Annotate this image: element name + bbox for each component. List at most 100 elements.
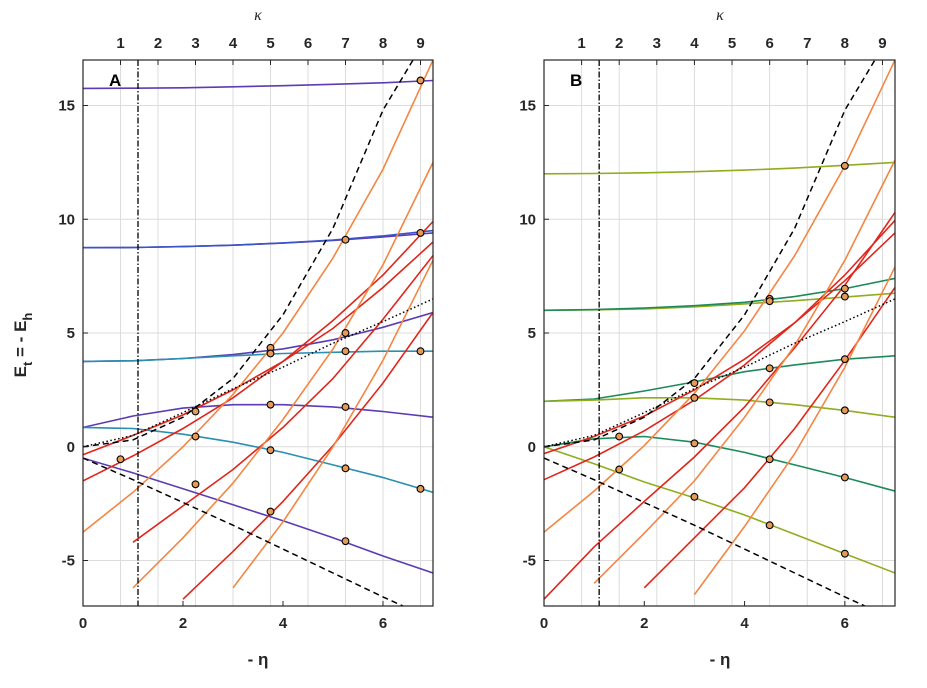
panel-a-y-tick-label: 15: [58, 98, 75, 115]
panel-a-series-line-teal: [83, 350, 433, 363]
panel-b-top-tick-label: 6: [765, 35, 773, 52]
panel-b-y-tick-label: 10: [519, 211, 536, 228]
panel-a-y-tick-label: 5: [67, 325, 75, 342]
panel-b-crossing-marker: [840, 406, 849, 415]
panel-a-x-axis-title: - η: [248, 650, 269, 669]
panel-b-x-tick-label: 4: [740, 615, 749, 632]
panel-a-top-tick-label: 9: [416, 35, 424, 52]
panel-a-y-tick-label: 0: [67, 439, 75, 456]
panel-b-crossing-marker: [765, 398, 774, 407]
panel-b-top-tick-label: 8: [841, 35, 849, 52]
panel-a-top-tick-label: 7: [341, 35, 349, 52]
panel-a-crossing-marker: [416, 484, 425, 493]
panel-a-crossing-marker: [341, 235, 350, 244]
panel-a-top-tick-label: 6: [304, 35, 312, 52]
panel-a-series-line-teal: [83, 426, 433, 494]
panel-b-crossing-marker: [765, 297, 774, 306]
panel-b-crossing-marker: [690, 492, 699, 501]
panel-b-top-tick-label: 5: [728, 35, 736, 52]
panel-b-crossing-marker: [840, 292, 849, 301]
panel-a-letter: A: [109, 71, 121, 90]
panel-a-x-tick-label: 0: [79, 615, 87, 632]
panel-b-crossing-marker: [840, 473, 849, 482]
panel-b-y-tick-label: 5: [528, 325, 536, 342]
panel-a-crossing-marker: [266, 400, 275, 409]
panel-a-top-tick-label: 3: [191, 35, 199, 52]
panel-b-crossing-marker: [690, 439, 699, 448]
panel-a-y-tick-label: 10: [58, 211, 75, 228]
panel-b-series-line-orange: [593, 159, 895, 584]
panel-b-top-tick-label: 2: [615, 35, 623, 52]
panel-a-series-line-red: [182, 312, 433, 600]
panel-a-series-line-black-dashed: [83, 457, 404, 606]
panel-a-top-axis-title: κ: [254, 7, 262, 24]
panel-a-crossing-marker: [416, 347, 425, 356]
panel-a-crossing-marker: [266, 349, 275, 358]
panel-a-series-group: [83, 60, 433, 606]
panel-a-crossing-marker: [266, 446, 275, 455]
panel-b-crossing-marker: [765, 455, 774, 464]
panel-b-x-tick-label: 6: [841, 615, 849, 632]
panel-b-x-tick-label: 0: [540, 615, 548, 632]
panel-b-series-line-red: [544, 232, 895, 455]
panel-b-x-axis-title: - η: [710, 650, 731, 669]
panel-a-y-tick-label: -5: [62, 553, 75, 570]
panel-b-series-line-green: [544, 277, 895, 312]
panel-b-crossing-marker: [840, 355, 849, 364]
panel-b-series-line-olive: [544, 397, 895, 418]
panel-a-crossing-marker: [341, 329, 350, 337]
y-axis-title: Et = - Eh: [11, 313, 35, 378]
panel-b-y-tick-label: 15: [519, 98, 536, 115]
panel-b-crossing-marker: [690, 379, 699, 387]
panel-b-top-tick-label: 3: [653, 35, 661, 52]
panel-b-series-line-black-dashed: [544, 457, 866, 606]
panel-b-top-tick-label: 4: [690, 35, 699, 52]
panel-b-crossing-marker: [765, 364, 774, 373]
panel-b-series-line-red: [544, 211, 895, 600]
panel-a-crossing-marker: [341, 347, 350, 356]
panel-a-series-line-purple: [83, 403, 433, 429]
panel-b-series-line-red: [544, 219, 895, 481]
panel-a-series-line-blue: [83, 229, 433, 249]
panel-a-series-line-purple: [83, 79, 433, 90]
panel-a-top-tick-label: 8: [379, 35, 387, 52]
panel-b-series-line-green: [544, 355, 895, 403]
panel-a-crossing-marker: [191, 432, 200, 441]
panel-b-series-line-green: [544, 435, 895, 492]
panel-a-crossing-marker: [416, 76, 425, 85]
panel-a-series-line-black-dotted: [83, 298, 433, 448]
panel-a-series-line-orange: [132, 162, 433, 589]
panel-a-series-line-red: [83, 220, 433, 482]
panel-b-crossing-marker: [615, 432, 624, 441]
panel-a-crossing-marker: [341, 537, 350, 546]
panel-a-top-tick-label: 5: [266, 35, 274, 52]
panel-b-plot: -5 0 5 10 15 0 2 4 6 1 2 3 4 5 6 7 8 9 B: [519, 35, 896, 632]
panel-a-top-tick-label: 1: [116, 35, 124, 52]
panel-a-crossing-marker: [341, 402, 350, 411]
panel-b-crossing-marker: [840, 161, 849, 170]
panel-b-y-tick-label: -5: [523, 553, 536, 570]
panel-a-crossing-marker: [266, 507, 275, 516]
panel-a-crossing-marker: [191, 407, 200, 416]
panel-b-crossing-marker: [615, 465, 624, 474]
panel-a-x-tick-label: 4: [279, 615, 288, 632]
panel-a-x-tick-label: 2: [179, 615, 187, 632]
panel-b-top-tick-label: 9: [878, 35, 886, 52]
panel-b-crossing-marker: [690, 393, 699, 402]
panel-b-crossing-marker: [840, 549, 849, 558]
panel-b-series-line-olive: [544, 161, 895, 175]
panel-a-crossing-marker: [116, 455, 125, 464]
panel-a-top-tick-label: 4: [229, 35, 238, 52]
panel-a-crossing-marker: [191, 480, 200, 489]
panel-b-top-tick-label: 1: [577, 35, 585, 52]
panel-a-series-line-orange: [83, 60, 433, 533]
panel-b-crossing-marker: [765, 521, 774, 530]
panel-a-top-tick-label: 2: [154, 35, 162, 52]
panel-b-series-line-orange: [693, 266, 895, 596]
panel-b-series-line-black-dotted: [544, 298, 895, 448]
panel-b-top-tick-label: 7: [803, 35, 811, 52]
panel-a-x-tick-label: 6: [379, 615, 387, 632]
panel-b-series-line-olive: [544, 446, 895, 574]
panel-a-series-line-red: [132, 255, 433, 543]
panel-b-top-axis-title: κ: [716, 7, 724, 24]
